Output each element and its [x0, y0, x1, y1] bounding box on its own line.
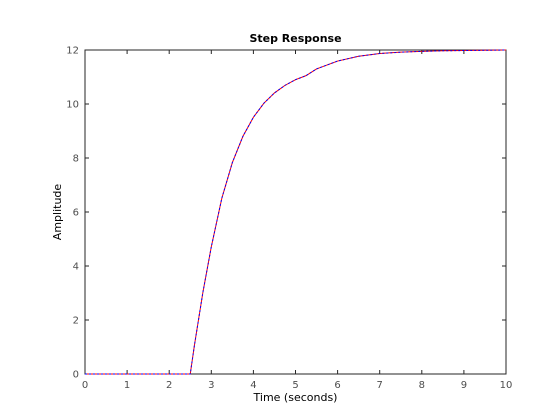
x-tick-label: 3 [208, 380, 214, 391]
y-tick-labels: 0 2 4 6 8 10 12 [66, 46, 79, 381]
chart-title: Step Response [249, 32, 341, 45]
x-tick-label: 5 [292, 380, 298, 391]
series-line [85, 49, 507, 375]
y-tick-label: 8 [73, 154, 79, 165]
x-tick-label: 6 [334, 380, 340, 391]
series-group [85, 49, 507, 375]
x-tick-label: 7 [377, 380, 383, 391]
plot-area [84, 49, 507, 375]
y-tick-label: 2 [73, 316, 79, 327]
x-tick-label: 4 [250, 380, 256, 391]
y-tick-label: 4 [73, 262, 79, 273]
x-tick-label: 10 [500, 380, 513, 391]
y-axis-label: Amplitude [51, 184, 64, 241]
x-tick-labels: 0 1 2 3 4 5 6 7 8 9 10 [82, 380, 513, 391]
y-tick-label: 10 [66, 100, 79, 111]
y-tick-label: 0 [73, 370, 79, 381]
x-tick-label: 2 [166, 380, 172, 391]
x-axis-label: Time (seconds) [253, 391, 338, 404]
y-tick-label: 6 [73, 208, 79, 219]
x-tick-label: 0 [82, 380, 88, 391]
x-tick-label: 9 [461, 380, 467, 391]
x-tick-label: 8 [419, 380, 425, 391]
y-tick-label: 12 [66, 46, 79, 57]
x-tick-label: 1 [124, 380, 130, 391]
